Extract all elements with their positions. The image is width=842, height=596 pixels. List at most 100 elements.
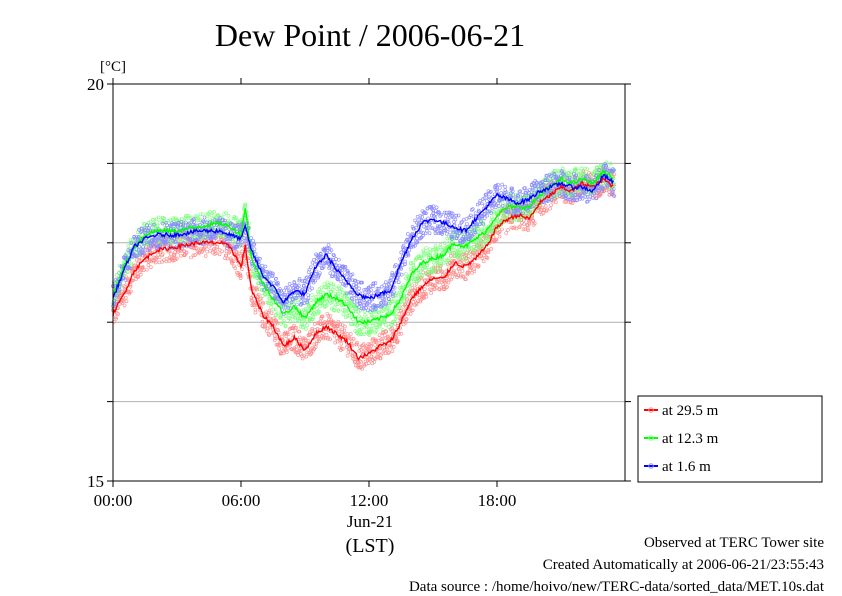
scatter-point	[506, 200, 510, 205]
scatter-point	[439, 212, 443, 217]
scatter-point	[428, 250, 433, 255]
scatter-point	[399, 331, 404, 336]
scatter-point	[554, 172, 559, 176]
scatter-point	[426, 282, 430, 287]
scatter-point	[500, 217, 504, 222]
scatter-point	[285, 350, 289, 355]
scatter-point	[384, 329, 389, 334]
scatter-point	[427, 231, 432, 236]
scatter-point	[442, 241, 447, 245]
scatter-point	[419, 236, 423, 240]
scatter-point	[401, 248, 406, 253]
scatter-point	[386, 351, 390, 356]
scatter-point	[342, 328, 347, 333]
y-tick-label: 20	[87, 75, 104, 94]
scatter-point	[441, 260, 446, 265]
scatter-point	[290, 283, 294, 288]
scatter-point	[468, 268, 472, 272]
scatter-point	[355, 299, 360, 303]
scatter-point	[204, 220, 209, 225]
scatter-point	[115, 293, 119, 298]
scatter-point	[416, 221, 421, 226]
scatter-point	[251, 239, 255, 243]
scatter-point	[156, 244, 161, 248]
scatter-point	[237, 242, 241, 247]
x-axis-date: Jun-21	[347, 512, 393, 531]
scatter-point	[373, 357, 377, 361]
scatter-point	[310, 327, 315, 331]
scatter-point	[459, 221, 464, 225]
scatter-point	[140, 229, 144, 233]
scatter-point	[186, 216, 190, 220]
scatter-point	[399, 267, 403, 271]
scatter-point	[149, 259, 154, 264]
scatter-point	[157, 236, 161, 241]
scatter-point	[463, 237, 467, 242]
scatter-point	[123, 284, 127, 289]
scatter-point	[145, 240, 150, 245]
scatter-point	[303, 306, 308, 311]
scatter-point	[171, 216, 176, 220]
scatter-point	[271, 307, 276, 312]
scatter-point	[374, 325, 378, 330]
scatter-point	[321, 336, 326, 341]
scatter-point	[508, 191, 513, 196]
scatter-point	[327, 264, 332, 269]
scatter-point	[254, 285, 259, 290]
scatter-point	[403, 259, 407, 264]
scatter-point	[482, 196, 487, 201]
scatter-point	[293, 318, 298, 323]
scatter-point	[442, 210, 447, 215]
scatter-point	[452, 259, 457, 263]
scatter-point	[313, 345, 318, 349]
scatter-point	[329, 274, 334, 279]
scatter-point	[487, 230, 492, 235]
scatter-point	[330, 300, 335, 304]
scatter-point	[421, 248, 426, 253]
scatter-point	[268, 270, 272, 275]
scatter-point	[510, 219, 514, 223]
scatter-point	[202, 215, 207, 220]
scatter-point	[175, 218, 179, 222]
scatter-point	[390, 349, 395, 353]
scatter-point	[374, 323, 379, 328]
scatter-point	[155, 223, 160, 228]
scatter-point	[433, 215, 437, 220]
scatter-point	[337, 284, 341, 289]
scatter-point	[376, 355, 381, 360]
scatter-point	[348, 350, 353, 355]
scatter-point	[308, 348, 313, 353]
scatter-point	[173, 256, 178, 261]
scatter-point	[535, 181, 539, 186]
scatter-point	[189, 245, 194, 250]
scatter-point	[475, 242, 479, 246]
scatter-point	[438, 243, 443, 247]
scatter-point	[431, 260, 436, 265]
scatter-point	[212, 210, 216, 214]
scatter-point	[445, 260, 450, 265]
scatter-point	[515, 193, 520, 198]
scatter-point	[506, 228, 510, 232]
scatter-point	[128, 266, 132, 270]
scatter-point	[350, 272, 355, 277]
scatter-point	[203, 245, 207, 250]
scatter-point	[588, 172, 593, 177]
scatter-point	[119, 284, 123, 289]
scatter-point	[287, 301, 292, 306]
scatter-point	[473, 263, 478, 267]
scatter-point	[437, 280, 442, 285]
scatter-point	[358, 308, 363, 313]
scatter-point	[351, 278, 355, 283]
scatter-point	[276, 281, 280, 285]
scatter-point	[181, 222, 186, 227]
scatter-point	[488, 228, 492, 232]
scatter-point	[331, 274, 335, 279]
scatter-point	[275, 300, 280, 304]
scatter-point	[448, 261, 452, 266]
scatter-point	[326, 243, 331, 247]
scatter-point	[354, 307, 358, 312]
scatter-point	[396, 280, 401, 284]
scatter-point	[321, 264, 326, 269]
scatter-point	[435, 210, 440, 215]
scatter-point	[458, 257, 463, 261]
